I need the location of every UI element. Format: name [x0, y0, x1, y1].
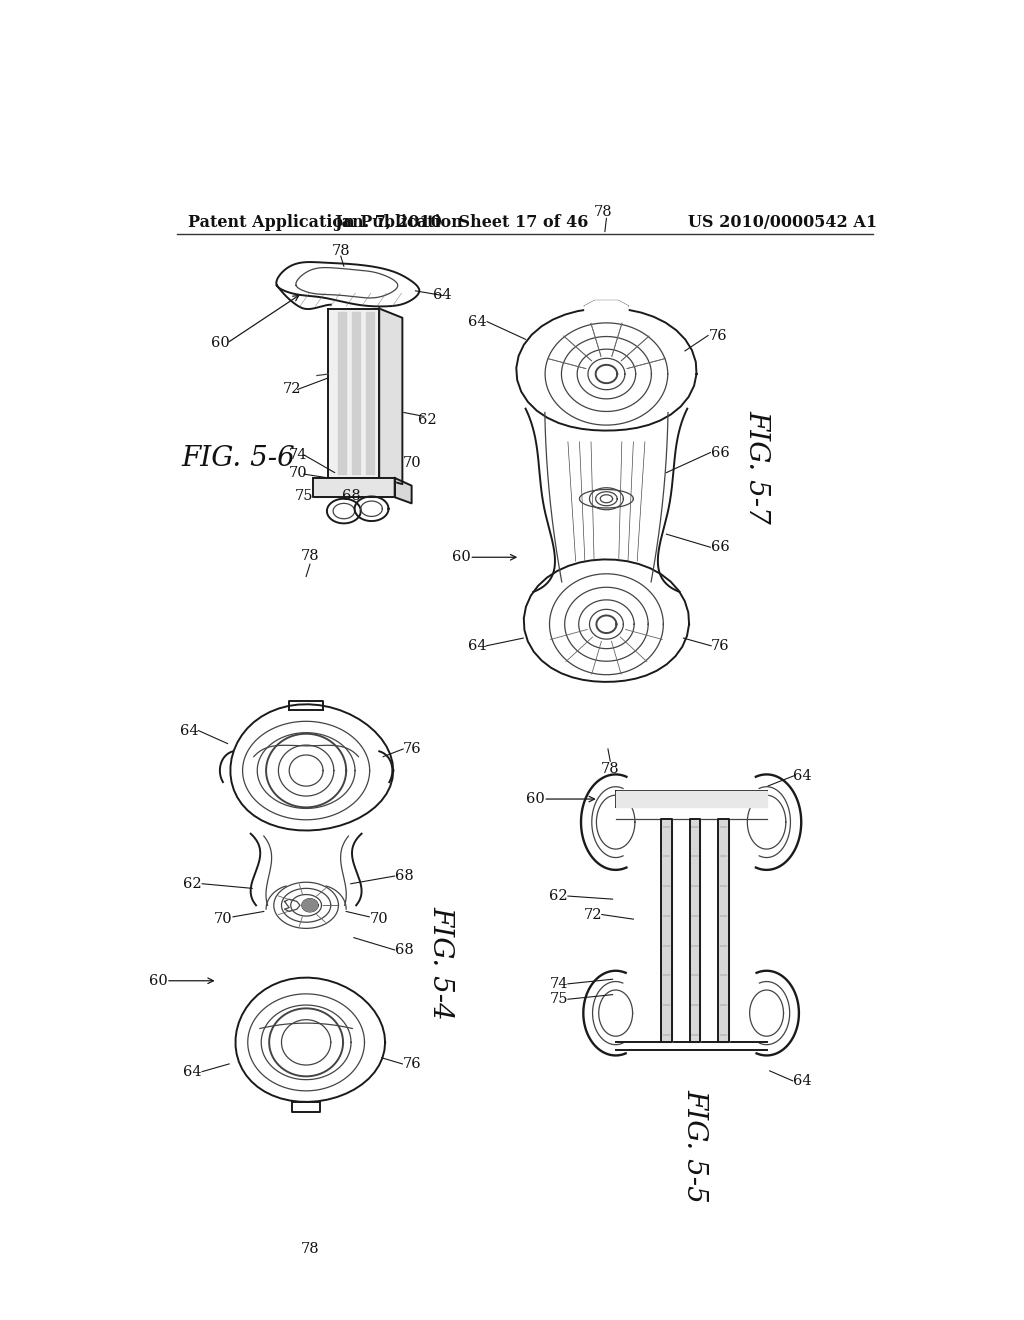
Text: 64: 64: [433, 289, 452, 302]
Text: 76: 76: [709, 329, 727, 342]
Text: 70: 70: [289, 466, 307, 479]
Polygon shape: [313, 478, 394, 498]
Text: 62: 62: [183, 876, 202, 891]
Polygon shape: [352, 313, 360, 474]
Text: 60: 60: [526, 792, 545, 807]
Text: 72: 72: [283, 383, 301, 396]
Polygon shape: [379, 309, 402, 484]
Text: 70: 70: [370, 912, 388, 927]
Polygon shape: [615, 792, 767, 807]
Polygon shape: [367, 313, 374, 474]
Polygon shape: [689, 818, 700, 1043]
Text: 78: 78: [332, 244, 350, 257]
Polygon shape: [329, 309, 379, 478]
Polygon shape: [718, 818, 729, 1043]
Text: 60: 60: [453, 550, 471, 564]
Text: 78: 78: [593, 206, 612, 219]
Text: 76: 76: [403, 1057, 422, 1071]
Text: US 2010/0000542 A1: US 2010/0000542 A1: [688, 214, 878, 231]
Polygon shape: [339, 313, 346, 474]
Text: 68: 68: [342, 488, 360, 503]
Text: 75: 75: [295, 488, 313, 503]
Text: 78: 78: [601, 762, 620, 776]
Text: Jan. 7, 2010   Sheet 17 of 46: Jan. 7, 2010 Sheet 17 of 46: [335, 214, 589, 231]
Text: 75: 75: [550, 993, 568, 1006]
Polygon shape: [585, 301, 628, 312]
Text: 64: 64: [794, 1074, 812, 1088]
Text: 66: 66: [711, 446, 730, 459]
Text: FIG. 5-6: FIG. 5-6: [181, 445, 295, 473]
Text: 60: 60: [211, 337, 230, 350]
Polygon shape: [302, 899, 317, 911]
Text: FIG. 5-7: FIG. 5-7: [743, 409, 770, 523]
Polygon shape: [394, 478, 412, 503]
Text: 68: 68: [395, 869, 414, 883]
Text: 64: 64: [468, 314, 486, 329]
Text: 78: 78: [301, 1242, 319, 1255]
Text: 78: 78: [301, 549, 319, 564]
Text: 64: 64: [180, 723, 199, 738]
Text: 62: 62: [549, 890, 568, 903]
Text: 66: 66: [711, 540, 730, 554]
Text: 64: 64: [794, 770, 812, 783]
Text: 64: 64: [183, 1065, 202, 1078]
Text: FIG. 5-4: FIG. 5-4: [427, 906, 455, 1020]
Text: 74: 74: [550, 977, 568, 991]
Text: 70: 70: [214, 912, 232, 927]
Text: 76: 76: [711, 639, 730, 653]
Text: 76: 76: [403, 742, 422, 756]
Text: 72: 72: [584, 908, 602, 921]
Text: 62: 62: [418, 413, 436, 428]
Text: 60: 60: [148, 974, 168, 987]
Text: 70: 70: [402, 455, 421, 470]
Text: Patent Application Publication: Patent Application Publication: [188, 214, 463, 231]
Text: 74: 74: [289, 447, 307, 462]
Text: 64: 64: [468, 639, 486, 653]
Text: FIG. 5-5: FIG. 5-5: [681, 1089, 709, 1203]
Polygon shape: [662, 818, 672, 1043]
Text: 68: 68: [395, 942, 414, 957]
